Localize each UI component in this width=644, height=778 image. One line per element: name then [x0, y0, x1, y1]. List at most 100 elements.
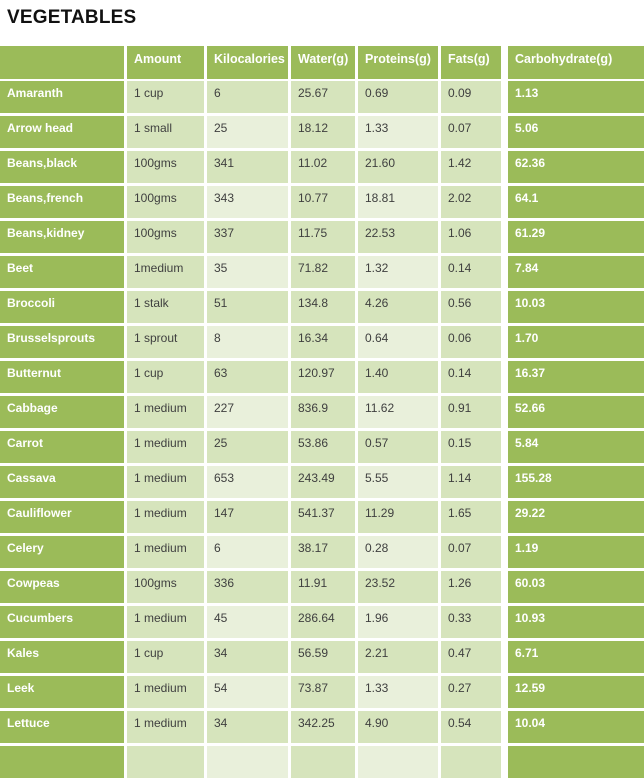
row-label-cell: Cassava: [0, 466, 124, 498]
data-cell: 1 medium: [127, 536, 204, 568]
data-cell: 16.34: [291, 326, 355, 358]
row-label-cell: Brusselsprouts: [0, 326, 124, 358]
carbohydrate-cell: 10.93: [504, 606, 644, 638]
data-cell: 286.64: [291, 606, 355, 638]
data-cell: 0.14: [441, 361, 501, 393]
data-cell: 1.06: [441, 221, 501, 253]
data-cell: 11.75: [291, 221, 355, 253]
data-cell: 1 medium: [127, 501, 204, 533]
data-cell: 1 medium: [127, 431, 204, 463]
column-header: Amount: [127, 46, 204, 79]
data-cell: 0.54: [441, 711, 501, 743]
data-cell: 11.62: [358, 396, 438, 428]
data-cell: 1 cup: [127, 361, 204, 393]
row-label-cell: Cauliflower: [0, 501, 124, 533]
data-cell: 0.14: [441, 256, 501, 288]
data-cell: 120.97: [291, 361, 355, 393]
data-cell: 35: [207, 256, 288, 288]
data-cell: 0.33: [441, 606, 501, 638]
row-label-cell: Celery: [0, 536, 124, 568]
data-cell: 1 medium: [127, 676, 204, 708]
data-cell: 836.9: [291, 396, 355, 428]
data-cell: 0.07: [441, 536, 501, 568]
column-header: Water(g): [291, 46, 355, 79]
data-cell: 1 medium: [127, 396, 204, 428]
data-cell: 134.8: [291, 291, 355, 323]
column-header: Proteins(g): [358, 46, 438, 79]
data-cell: 1.14: [441, 466, 501, 498]
carbohydrate-cell: 64.1: [504, 186, 644, 218]
carbohydrate-cell: 10.04: [504, 711, 644, 743]
data-cell: 0.56: [441, 291, 501, 323]
data-cell: 45: [207, 606, 288, 638]
row-label-cell: Broccoli: [0, 291, 124, 323]
data-cell: [358, 746, 438, 778]
row-label-cell: Butternut: [0, 361, 124, 393]
data-cell: [127, 746, 204, 778]
data-cell: [441, 746, 501, 778]
data-cell: 541.37: [291, 501, 355, 533]
data-cell: 73.87: [291, 676, 355, 708]
corner-header-cell: [0, 46, 124, 79]
data-cell: 1 small: [127, 116, 204, 148]
data-cell: 6: [207, 536, 288, 568]
carbohydrate-cell: 6.71: [504, 641, 644, 673]
row-label-cell: Carrot: [0, 431, 124, 463]
data-cell: 0.57: [358, 431, 438, 463]
data-cell: 341: [207, 151, 288, 183]
row-label-cell: Cabbage: [0, 396, 124, 428]
row-label-cell: Lettuce: [0, 711, 124, 743]
row-label-cell: Amaranth: [0, 81, 124, 113]
row-label-cell: Beans,black: [0, 151, 124, 183]
carbohydrate-cell: 12.59: [504, 676, 644, 708]
row-label-cell: Beans,kidney: [0, 221, 124, 253]
data-cell: [207, 746, 288, 778]
row-label-cell: Leek: [0, 676, 124, 708]
data-cell: 25: [207, 116, 288, 148]
data-cell: 1.96: [358, 606, 438, 638]
data-cell: 1 sprout: [127, 326, 204, 358]
data-cell: 1.42: [441, 151, 501, 183]
carbohydrate-cell: 155.28: [504, 466, 644, 498]
data-cell: 227: [207, 396, 288, 428]
carbohydrate-cell: 1.13: [504, 81, 644, 113]
row-label-cell: Kales: [0, 641, 124, 673]
data-cell: 54: [207, 676, 288, 708]
data-cell: 25: [207, 431, 288, 463]
data-cell: 0.28: [358, 536, 438, 568]
data-cell: 23.52: [358, 571, 438, 603]
data-cell: 100gms: [127, 221, 204, 253]
carbohydrate-cell: 10.03: [504, 291, 644, 323]
carbohydrate-cell: 60.03: [504, 571, 644, 603]
data-cell: 56.59: [291, 641, 355, 673]
carbohydrate-cell: 1.19: [504, 536, 644, 568]
carbohydrate-cell: 52.66: [504, 396, 644, 428]
data-cell: 63: [207, 361, 288, 393]
data-cell: 100gms: [127, 571, 204, 603]
row-label-cell: Arrow head: [0, 116, 124, 148]
vegetables-table: Amount Kilocalories Water(g) Proteins(g) Fat…: [0, 46, 644, 778]
carbohydrate-cell: [504, 746, 644, 778]
data-cell: 1 stalk: [127, 291, 204, 323]
row-label-cell: Cowpeas: [0, 571, 124, 603]
data-cell: 1 medium: [127, 466, 204, 498]
data-cell: 147: [207, 501, 288, 533]
row-label-cell: Beans,french: [0, 186, 124, 218]
data-cell: 4.90: [358, 711, 438, 743]
data-cell: 1.65: [441, 501, 501, 533]
row-label-cell: Beet: [0, 256, 124, 288]
column-header: Carbohydrate(g): [504, 46, 644, 79]
data-cell: 1.33: [358, 676, 438, 708]
carbohydrate-cell: 1.70: [504, 326, 644, 358]
data-cell: 0.64: [358, 326, 438, 358]
column-header: Kilocalories: [207, 46, 288, 79]
data-cell: 10.77: [291, 186, 355, 218]
data-cell: 100gms: [127, 151, 204, 183]
data-cell: 11.02: [291, 151, 355, 183]
carbohydrate-cell: 61.29: [504, 221, 644, 253]
data-cell: 653: [207, 466, 288, 498]
data-cell: 343: [207, 186, 288, 218]
data-cell: 53.86: [291, 431, 355, 463]
carbohydrate-cell: 5.06: [504, 116, 644, 148]
carbohydrate-cell: 7.84: [504, 256, 644, 288]
